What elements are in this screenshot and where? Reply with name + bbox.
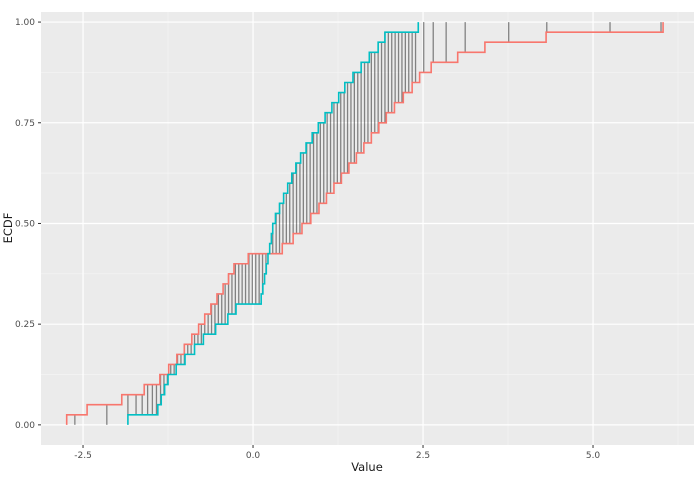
minor-gridlines: [41, 12, 694, 445]
y-tick-label: 0.75: [15, 119, 35, 129]
y-tick-label: 0.50: [15, 219, 35, 229]
ecdf-line-sample1: [65, 22, 664, 425]
y-axis-title: ECDF: [1, 213, 15, 244]
axis-tick-labels: -2.5 0.0 2.5 5.0 0.00 0.25 0.50 0.75 1.00: [15, 18, 600, 461]
y-tick-label: 0.00: [15, 421, 35, 431]
axis-tick-marks: [38, 21, 594, 448]
major-gridlines: [41, 12, 694, 445]
x-tick-label: 2.5: [416, 451, 430, 461]
x-tick-label: -2.5: [74, 451, 92, 461]
plot-panel: [41, 12, 694, 445]
y-tick-label: 1.00: [15, 18, 35, 28]
y-tick-label: 0.25: [15, 320, 35, 330]
x-tick-label: 5.0: [586, 451, 601, 461]
x-tick-label: 0.0: [246, 451, 261, 461]
ecdf-line-sample2: [127, 22, 420, 425]
x-axis-title: Value: [351, 460, 383, 474]
deviation-segments: [74, 22, 662, 425]
